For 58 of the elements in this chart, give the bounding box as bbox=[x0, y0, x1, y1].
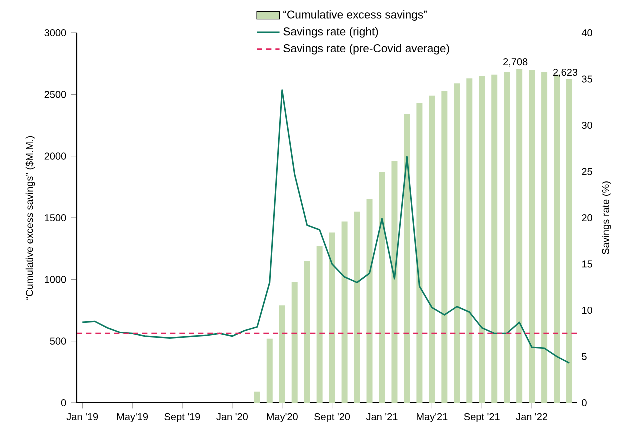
x-tick-label: Sept '20 bbox=[314, 413, 350, 422]
x-tick-label: May'20 bbox=[267, 413, 298, 422]
bar bbox=[354, 212, 360, 403]
bar bbox=[516, 69, 523, 403]
bar bbox=[404, 114, 410, 403]
x-tick-label: Jan '20 bbox=[216, 413, 248, 420]
y2-tick-label: 35 bbox=[582, 76, 592, 83]
y-tick-label: 2000 bbox=[44, 152, 66, 160]
bar bbox=[416, 103, 423, 403]
bar bbox=[429, 96, 436, 403]
bar bbox=[379, 172, 386, 403]
bar bbox=[479, 76, 486, 403]
bar bbox=[254, 392, 260, 403]
y-tick-label: 500 bbox=[50, 338, 66, 345]
y2-tick-label: 15 bbox=[582, 260, 592, 268]
y-tick-label: 1500 bbox=[45, 214, 66, 222]
y-axis-title: “Cumulative excess savings” ($M.M.) bbox=[26, 136, 36, 300]
bar bbox=[342, 222, 348, 403]
bar bbox=[566, 80, 573, 403]
bar bbox=[454, 84, 460, 403]
y2-tick-label: 25 bbox=[582, 168, 592, 176]
legend-label: “Cumulative excess savings” bbox=[284, 10, 427, 22]
bar bbox=[366, 200, 373, 403]
y-tick-label: 3000 bbox=[44, 29, 66, 37]
bar bbox=[492, 74, 498, 403]
x-tick-label: Sept '21 bbox=[464, 413, 500, 422]
bar bbox=[316, 246, 323, 403]
y2-tick-label: 20 bbox=[582, 214, 592, 222]
y2-tick-label: 30 bbox=[582, 122, 592, 130]
bar bbox=[279, 306, 286, 403]
data-label: 2,708 bbox=[504, 58, 528, 67]
bar bbox=[392, 161, 398, 403]
x-tick-label: May'19 bbox=[117, 413, 148, 422]
y2-tick-label: 40 bbox=[582, 29, 592, 37]
y2-tick-label: 5 bbox=[582, 353, 587, 360]
bar bbox=[504, 72, 510, 403]
legend-label: Savings rate (pre-Covid average) bbox=[284, 44, 450, 55]
bar bbox=[442, 90, 448, 403]
bar bbox=[329, 232, 336, 403]
x-tick-label: May'21 bbox=[417, 413, 448, 422]
legend-label: Savings rate (right) bbox=[284, 27, 378, 38]
y-tick-label: 0 bbox=[61, 399, 66, 407]
y2-tick-label: 10 bbox=[582, 306, 592, 314]
y-tick-label: 2500 bbox=[44, 91, 66, 98]
bar bbox=[466, 78, 473, 403]
x-tick-label: Jan '21 bbox=[366, 413, 398, 420]
bar bbox=[292, 282, 298, 403]
y2-tick-label: 0 bbox=[582, 399, 587, 407]
data-label: 2,623 bbox=[554, 68, 578, 78]
bar bbox=[304, 261, 310, 403]
y2-axis-title: Savings rate (%) bbox=[602, 182, 612, 254]
y-tick-label: 1000 bbox=[45, 276, 66, 284]
bar bbox=[529, 70, 536, 403]
x-tick-label: Jan '19 bbox=[66, 413, 98, 420]
bar bbox=[542, 72, 548, 403]
x-tick-label: Sept '19 bbox=[164, 413, 200, 422]
bar bbox=[266, 338, 273, 403]
x-tick-label: Jan '22 bbox=[516, 413, 548, 420]
